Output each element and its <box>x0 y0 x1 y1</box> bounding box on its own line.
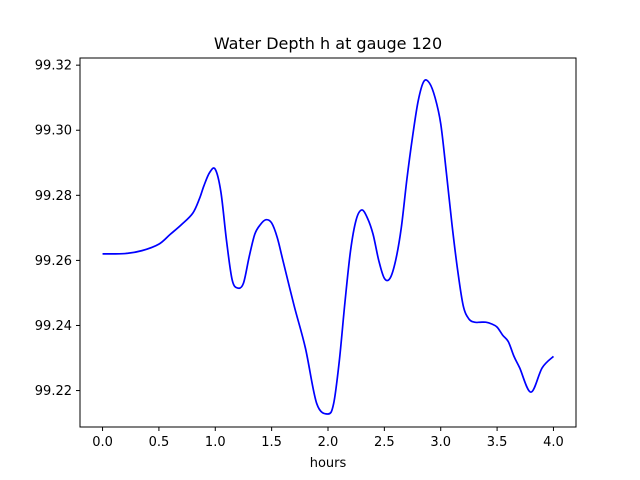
x-axis-label: hours <box>310 456 347 471</box>
x-tick-label: 0.5 <box>149 435 170 450</box>
x-tick-label: 0.0 <box>92 435 113 450</box>
y-tick-label: 99.24 <box>35 319 72 334</box>
x-tick-label: 3.5 <box>487 435 508 450</box>
y-tick-label: 99.28 <box>35 189 72 204</box>
chart-title: Water Depth h at gauge 120 <box>214 34 442 53</box>
y-tick-label: 99.26 <box>35 254 72 269</box>
y-tick-label: 99.22 <box>35 384 72 399</box>
y-tick-label: 99.30 <box>35 124 72 139</box>
series-line <box>102 79 555 415</box>
x-tick-label: 1.5 <box>261 435 282 450</box>
y-tick-label: 99.32 <box>35 59 72 74</box>
x-tick-label: 2.0 <box>318 435 339 450</box>
x-tick-label: 3.0 <box>430 435 451 450</box>
y-axis-ticks: 99.22 99.24 99.26 99.28 99.30 99.32 <box>35 59 80 399</box>
x-tick-label: 1.0 <box>205 435 226 450</box>
x-tick-label: 4.0 <box>543 435 564 450</box>
axes-frame <box>79 57 577 428</box>
plot-area <box>102 79 555 415</box>
x-axis-ticks: 0.0 0.5 1.0 1.5 2.0 2.5 3.0 3.5 4.0 <box>92 427 564 450</box>
x-tick-label: 2.5 <box>374 435 395 450</box>
